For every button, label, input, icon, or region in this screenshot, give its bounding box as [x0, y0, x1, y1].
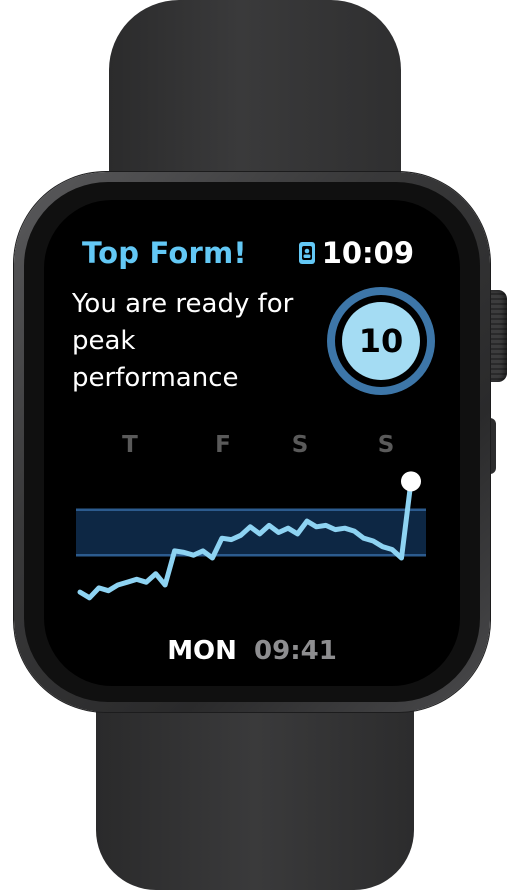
watch-icon [298, 242, 315, 264]
app-title: Top Form! [82, 236, 247, 270]
watch-screen: Top Form! 10:09 You are ready for peak p… [44, 200, 460, 686]
score-badge[interactable]: 10 [327, 287, 435, 395]
readiness-message: You are ready for peak performance [72, 286, 322, 397]
message-line: performance [72, 363, 239, 393]
message-line: You are ready for [72, 289, 294, 319]
day-label: S [291, 432, 309, 458]
footer-time: 09:41 [254, 636, 337, 666]
current-value-point [401, 471, 421, 492]
clock-time: 10:09 [321, 236, 414, 270]
message-line: peak [72, 326, 136, 356]
day-labels: T F S S [44, 432, 460, 462]
status-bar: 10:09 [298, 236, 414, 270]
normal-range-band [76, 509, 426, 556]
day-label: F [215, 432, 231, 458]
day-label: T [122, 432, 138, 458]
trend-line [77, 478, 414, 601]
footer-timestamp: MON 09:41 [44, 636, 460, 666]
day-label: S [377, 432, 395, 458]
trend-chart [76, 471, 426, 601]
footer-day: MON [167, 636, 237, 666]
score-value: 10 [342, 302, 420, 380]
